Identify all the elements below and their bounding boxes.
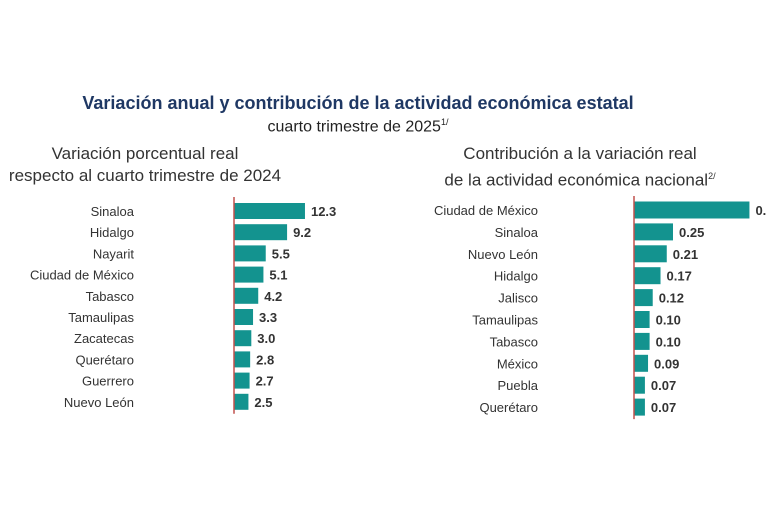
left-panel-title: Variación porcentual real respecto al cu… — [0, 143, 290, 187]
right-bar — [634, 332, 650, 350]
left-category-label: Nayarit — [93, 246, 135, 261]
chart-subtitle: cuarto trimestre de 20251/ — [0, 117, 742, 136]
right-value-label: 0.12 — [659, 291, 684, 306]
left-bar — [234, 393, 249, 410]
left-bar — [234, 372, 250, 389]
left-category-label: Querétaro — [75, 352, 134, 367]
right-category-label: Querétaro — [479, 400, 538, 415]
left-value-label: 2.7 — [256, 374, 274, 389]
right-category-label: Tabasco — [490, 334, 538, 349]
right-category-label: Ciudad de México — [434, 203, 538, 218]
left-value-label: 3.0 — [257, 331, 275, 346]
right-category-label: México — [497, 356, 538, 371]
right-bar — [634, 354, 649, 372]
right-value-label: 0.21 — [673, 247, 698, 262]
right-bar — [634, 398, 645, 416]
right-category-label: Jalisco — [498, 291, 538, 306]
right-bar — [634, 311, 650, 328]
left-category-label: Nuevo León — [64, 395, 134, 410]
right-bar — [634, 376, 645, 394]
right-title-text: de la actividad económica nacional — [444, 170, 709, 190]
subtitle-text: cuarto trimestre de 2025 — [267, 118, 441, 136]
left-bar — [234, 245, 266, 262]
right-value-label: 0.10 — [656, 334, 681, 349]
right-category-label: Hidalgo — [494, 269, 538, 284]
left-value-label: 2.8 — [256, 352, 274, 367]
left-category-label: Tabasco — [86, 289, 134, 304]
right-category-label: Puebla — [498, 378, 539, 393]
left-bar — [234, 287, 259, 304]
left-category-label: Tamaulipas — [68, 310, 134, 325]
left-bar — [234, 309, 254, 325]
right-value-label: 0.10 — [656, 313, 681, 328]
right-value-label: 0.25 — [679, 225, 704, 240]
left-value-label: 5.1 — [269, 268, 287, 283]
left-value-label: 4.2 — [264, 289, 282, 304]
right-value-label: 0.07 — [651, 400, 676, 415]
right-bar — [634, 267, 661, 285]
left-category-label: Hidalgo — [90, 225, 134, 240]
left-category-label: Sinaloa — [91, 204, 135, 219]
right-bar — [634, 201, 750, 219]
right-category-label: Nuevo León — [468, 247, 538, 262]
right-panel-title: Contribución a la variación real de la a… — [430, 143, 730, 192]
right-value-label: 0. — [755, 203, 766, 218]
left-bar — [234, 224, 288, 241]
left-bar — [234, 330, 252, 347]
right-bar — [634, 245, 667, 263]
right-bar — [634, 289, 653, 307]
chart-title: Variación anual y contribución de la act… — [82, 93, 634, 113]
right-value-label: 0.09 — [654, 356, 679, 371]
right-value-label: 0.17 — [667, 269, 692, 284]
left-bar — [234, 203, 305, 219]
right-category-label: Sinaloa — [495, 225, 539, 240]
left-category-label: Guerrero — [82, 374, 134, 389]
right-value-label: 0.07 — [651, 378, 676, 393]
right-title-footnote: 2/ — [708, 171, 716, 181]
left-value-label: 2.5 — [254, 395, 272, 410]
left-category-label: Ciudad de México — [30, 268, 134, 283]
left-value-label: 9.2 — [293, 225, 311, 240]
left-bar — [234, 351, 251, 368]
left-value-label: 12.3 — [311, 204, 336, 219]
left-value-label: 5.5 — [272, 246, 290, 261]
right-title-line2: de la actividad económica nacional2/ — [430, 165, 730, 192]
left-value-label: 3.3 — [259, 310, 277, 325]
left-category-label: Zacatecas — [74, 331, 134, 346]
right-bar — [634, 223, 673, 241]
right-category-label: Tamaulipas — [472, 313, 538, 328]
subtitle-footnote: 1/ — [440, 117, 449, 127]
left-title-line2: respecto al cuarto trimestre de 2024 — [8, 166, 282, 185]
right-title-line1: Contribución a la variación real — [463, 144, 697, 163]
left-bar — [234, 266, 264, 283]
left-title-line1: Variación porcentual real — [51, 144, 239, 163]
